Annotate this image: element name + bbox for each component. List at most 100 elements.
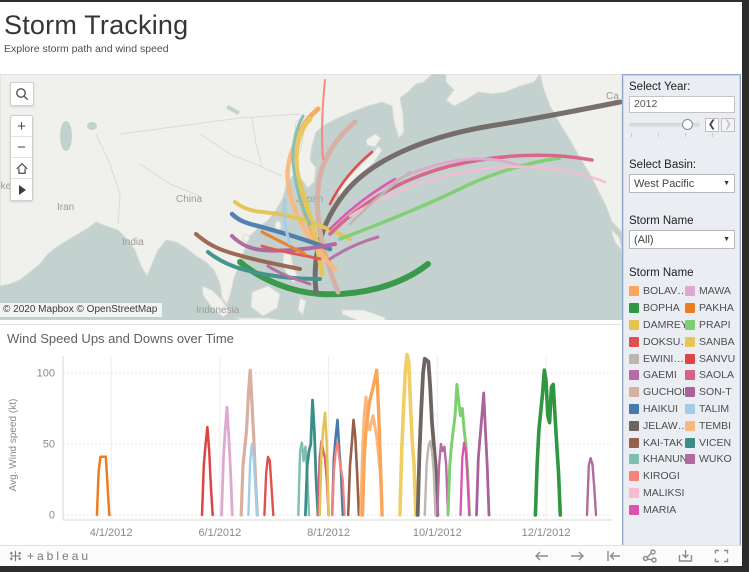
legend-swatch[interactable] (629, 353, 639, 364)
legend-item[interactable]: TALIM (685, 401, 735, 418)
legend-item[interactable]: PRAPI (685, 317, 735, 334)
legend-swatch[interactable] (685, 370, 695, 381)
legend-swatch[interactable] (685, 403, 695, 414)
storm-path-son-tinh[interactable] (230, 234, 337, 253)
redo-button[interactable] (569, 548, 586, 564)
download-button[interactable] (677, 548, 694, 564)
storm-series-sanba[interactable] (398, 352, 418, 517)
legend-swatch[interactable] (629, 319, 639, 330)
storm-path-haikui[interactable] (229, 211, 333, 252)
legend-swatch[interactable] (685, 387, 695, 398)
legend-item[interactable]: VICEN (685, 434, 735, 451)
chart-series[interactable] (95, 352, 598, 517)
storm-path-bopha[interactable] (237, 259, 431, 298)
legend-item[interactable]: GUCHOL (629, 384, 685, 401)
legend-swatch[interactable] (685, 454, 695, 465)
legend-swatch[interactable] (629, 420, 639, 431)
legend-item[interactable]: WUKO (685, 451, 735, 468)
legend-item[interactable]: DOKSU… (629, 333, 685, 350)
storm-name-dropdown[interactable]: (All) ▼ (629, 230, 735, 249)
storm-path-maria[interactable] (328, 177, 397, 231)
storm-path-saola[interactable] (328, 153, 594, 236)
year-slider[interactable]: ❮ ❯ (629, 117, 735, 132)
zoom-home-button[interactable] (11, 158, 32, 179)
storm-path-prapiroon[interactable] (338, 156, 562, 241)
legend-swatch[interactable] (629, 504, 639, 515)
legend-item[interactable]: SANVU (685, 350, 735, 367)
legend-swatch[interactable] (629, 286, 639, 297)
legend-swatch[interactable] (685, 303, 695, 314)
storm-path-doksuri[interactable] (260, 244, 322, 261)
storm-series-talim[interactable] (247, 442, 259, 517)
year-input[interactable]: 2012 (629, 96, 735, 113)
storm-path-map[interactable]: Turkey Iran India China Japan Indonesia Ca + − (0, 74, 622, 320)
storm-series-vicente[interactable] (303, 398, 320, 517)
fullscreen-button[interactable] (713, 548, 730, 564)
storm-path-damrey[interactable] (233, 200, 352, 241)
legend-item[interactable]: JELAW… (629, 417, 685, 434)
legend-item[interactable]: SAOLA (685, 367, 735, 384)
legend-item[interactable]: TEMBI (685, 417, 735, 434)
storm-series-gaemi[interactable] (436, 442, 450, 517)
legend-item[interactable]: EWINI… (629, 350, 685, 367)
storm-series-sanvu[interactable] (200, 425, 214, 517)
legend-item[interactable]: PAKHA (685, 300, 735, 317)
legend-swatch[interactable] (685, 286, 695, 297)
year-next-button[interactable]: ❯ (721, 117, 735, 132)
storm-series-wukong[interactable] (585, 456, 598, 517)
legend-swatch[interactable] (629, 403, 639, 414)
legend-item[interactable]: MAWA (685, 283, 735, 300)
year-prev-button[interactable]: ❮ (705, 117, 719, 132)
legend-item[interactable]: BOLAV… (629, 283, 685, 300)
legend-swatch[interactable] (629, 370, 639, 381)
legend-item[interactable]: MALIKSI (629, 485, 685, 502)
basin-dropdown[interactable]: West Pacific ▼ (629, 174, 735, 193)
legend-swatch[interactable] (629, 387, 639, 398)
storm-path-tembin[interactable] (285, 141, 338, 272)
storm-series-maria[interactable] (459, 441, 471, 517)
legend-item[interactable]: KHANUN (629, 451, 685, 468)
legend-item[interactable]: DAMREY (629, 317, 685, 334)
storm-series-bopha[interactable] (533, 368, 563, 517)
zoom-in-button[interactable]: + (11, 116, 32, 137)
year-slider-track[interactable] (629, 118, 700, 130)
zoom-out-button[interactable]: − (11, 137, 32, 158)
storm-series-damrey[interactable] (318, 411, 330, 517)
storm-series-doksuri[interactable] (263, 455, 275, 517)
storm-series-pakhar[interactable] (95, 455, 111, 517)
map-search-button[interactable] (10, 82, 34, 106)
legend-item[interactable]: KIROGI (629, 468, 685, 485)
undo-button[interactable] (533, 548, 550, 564)
storm-series-kirogi[interactable] (331, 441, 346, 517)
legend-item[interactable]: KAI-TAK (629, 434, 685, 451)
legend-item[interactable]: SON-T (685, 384, 735, 401)
legend-swatch[interactable] (629, 336, 639, 347)
storm-series-ewiniar[interactable] (423, 439, 437, 517)
legend-swatch[interactable] (685, 437, 695, 448)
legend-swatch[interactable] (685, 353, 695, 364)
legend-swatch[interactable] (629, 303, 639, 314)
storm-series-mawar[interactable] (220, 405, 234, 517)
storm-series-son-tinh[interactable] (475, 391, 491, 517)
legend-swatch[interactable] (629, 437, 639, 448)
storm-path-wukong[interactable] (266, 264, 312, 286)
map-attribution[interactable]: © 2020 Mapbox © OpenStreetMap (0, 303, 163, 317)
legend-item[interactable]: GAEMI (629, 367, 685, 384)
storm-path-maliksi[interactable] (348, 165, 607, 218)
legend-item[interactable]: SANBA (685, 333, 735, 350)
tableau-logo[interactable]: +ableau (8, 549, 91, 563)
storm-path-pakhar[interactable] (260, 230, 307, 256)
year-slider-knob[interactable] (681, 118, 693, 130)
storm-path-kirogi[interactable] (320, 79, 326, 160)
reset-button[interactable] (605, 548, 622, 564)
wind-speed-chart[interactable]: 4/1/2012 6/1/2012 8/1/2012 10/1/2012 12/1/20… (0, 350, 622, 543)
legend-swatch[interactable] (629, 471, 639, 482)
storm-series-kai-tak[interactable] (346, 418, 361, 517)
legend-item[interactable]: MARIA (629, 501, 685, 518)
map-canvas[interactable]: Turkey Iran India China Japan Indonesia Ca (0, 74, 622, 320)
legend-swatch[interactable] (629, 454, 639, 465)
share-button[interactable] (641, 548, 658, 564)
pan-mode-button[interactable] (11, 179, 32, 200)
storm-path-khanun[interactable] (291, 114, 312, 226)
legend-swatch[interactable] (685, 420, 695, 431)
